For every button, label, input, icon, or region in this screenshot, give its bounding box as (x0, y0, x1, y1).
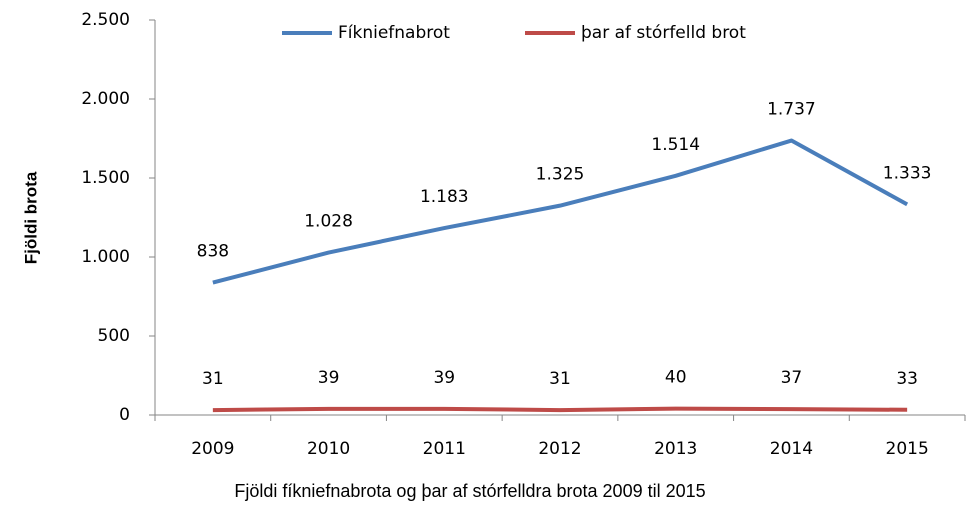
y-tick-label: 500 (98, 326, 130, 346)
legend-label: þar af stórfelld brot (581, 23, 746, 43)
data-label: 40 (665, 368, 687, 388)
data-label: 1.325 (536, 165, 585, 185)
data-label: 838 (197, 242, 229, 262)
data-label: 39 (318, 368, 340, 388)
x-tick-label: 2010 (307, 439, 350, 459)
y-tick-label: 1.500 (81, 168, 130, 188)
y-tick-label: 2.500 (81, 10, 130, 30)
x-tick-label: 2012 (538, 439, 581, 459)
x-tick-label: 2011 (423, 439, 466, 459)
x-tick-label: 2009 (191, 439, 234, 459)
data-label: 37 (781, 368, 803, 388)
data-label: 33 (896, 369, 918, 389)
x-tick-label: 2015 (886, 439, 929, 459)
data-label: 39 (433, 368, 455, 388)
legend-label: Fíkniefnabrot (338, 23, 450, 43)
data-label: 1.183 (420, 187, 469, 207)
y-tick-label: 1.000 (81, 247, 130, 267)
y-tick-label: 0 (119, 405, 130, 425)
data-label: 31 (549, 369, 571, 389)
data-label: 31 (202, 369, 224, 389)
y-axis-label: Fjöldi brota (21, 171, 40, 264)
data-label: 1.333 (883, 163, 932, 183)
series-line (212, 138, 909, 285)
x-tick-label: 2013 (654, 439, 697, 459)
data-label: 1.514 (651, 135, 700, 155)
series-line (212, 406, 908, 413)
x-tick-label: 2014 (770, 439, 813, 459)
y-tick-label: 2.000 (81, 89, 130, 109)
data-label: 1.737 (767, 100, 816, 120)
data-label: 1.028 (304, 212, 353, 232)
x-axis-label: Fjöldi fíkniefnabrota og þar af stórfell… (234, 481, 705, 501)
